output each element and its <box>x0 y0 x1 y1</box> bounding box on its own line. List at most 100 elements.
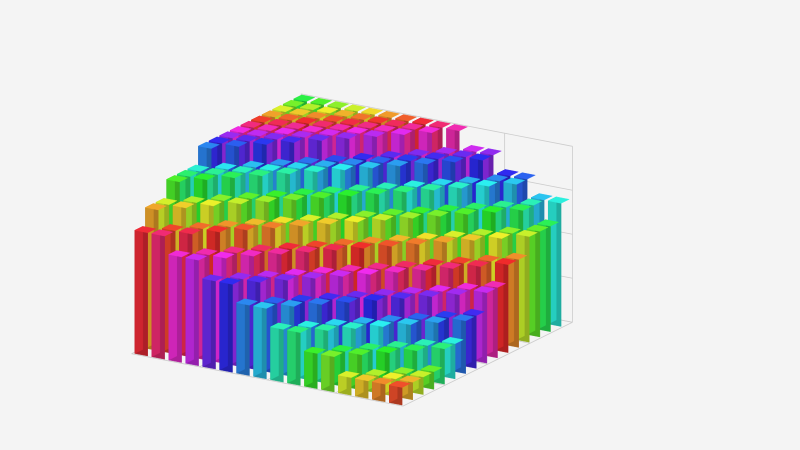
voxel-face-top <box>414 157 437 165</box>
voxel-face-top <box>316 217 339 225</box>
voxel-face-top <box>314 324 337 331</box>
voxel-face-top <box>250 115 273 123</box>
voxel-face-top <box>458 176 481 184</box>
voxel-face-top <box>375 182 399 190</box>
voxel-face-top <box>526 224 549 232</box>
voxel-face-top <box>382 372 405 380</box>
voxel-face-top <box>240 249 263 257</box>
voxel-face-top <box>189 222 212 230</box>
voxel-face-top <box>305 111 329 119</box>
voxel-face-top <box>371 377 394 385</box>
voxel-face-top <box>297 320 320 328</box>
voxel-face-top <box>365 369 388 376</box>
voxel-face-top <box>168 250 191 258</box>
voxel-face-top <box>299 214 322 222</box>
voxel-face-top <box>369 320 392 327</box>
voxel-face-top <box>218 131 242 139</box>
voxel-face-top <box>346 126 369 134</box>
voxel-face-top <box>441 337 464 344</box>
voxel-face-top <box>445 288 469 295</box>
voxel-face-top <box>210 194 233 201</box>
voxel-face-top <box>291 294 314 302</box>
voxel-face-top <box>358 161 382 169</box>
voxel-face-top <box>496 169 519 177</box>
voxel-face-top <box>214 162 237 170</box>
voxel-face-top <box>484 280 507 288</box>
voxel-face-top <box>352 316 375 324</box>
voxel-face-top <box>435 310 458 318</box>
voxel-face-top <box>471 228 494 236</box>
voxel-face-top <box>384 119 407 127</box>
voxel-face-top <box>430 178 454 186</box>
voxel-face-top <box>473 286 496 293</box>
voxel-face-top <box>377 111 401 118</box>
voxel-face-top <box>363 293 386 301</box>
voxel-face-top <box>386 340 409 348</box>
voxel-face-top <box>242 160 265 168</box>
voxel-face-top <box>227 197 250 205</box>
voxel-face-top <box>252 137 276 145</box>
voxel-face-top <box>208 136 231 144</box>
voxel-face-top <box>274 273 297 281</box>
voxel-face-top <box>390 291 413 299</box>
voxel-face-top <box>301 271 324 279</box>
voxel-face-top <box>388 234 411 242</box>
voxel-face-top <box>161 224 184 232</box>
voxel-face-top <box>411 117 435 125</box>
voxel-face-front <box>151 229 161 358</box>
voxel-face-top <box>384 265 407 273</box>
voxel-face-top <box>405 237 428 245</box>
voxel-face-top <box>380 314 403 322</box>
voxel-face-top <box>299 103 322 111</box>
voxel-face-top <box>464 202 488 210</box>
voxel-face-top <box>367 262 390 270</box>
voxel-face-top <box>151 229 174 237</box>
voxel-face-top <box>373 288 396 296</box>
voxel-face-top <box>291 130 314 138</box>
voxel-face-top <box>341 158 365 166</box>
voxel-face-top <box>278 113 301 121</box>
voxel-face-top <box>225 139 248 147</box>
voxel-face-top <box>486 174 509 182</box>
voxel-face-top <box>433 235 456 243</box>
voxel-face-top <box>240 120 263 128</box>
voxel-face-top <box>193 173 216 181</box>
voxel-face-top <box>530 193 553 201</box>
voxel-face-front <box>202 274 211 367</box>
voxel-face-top <box>414 338 437 346</box>
voxel-face-top <box>452 150 475 158</box>
voxel-face-top <box>441 155 464 163</box>
voxel-face-top <box>329 123 352 131</box>
voxel-face-top <box>547 196 570 204</box>
voxel-face-top <box>418 290 441 297</box>
voxel-face-top <box>513 172 536 180</box>
voxel-face-top <box>265 190 288 198</box>
voxel-face-top <box>498 226 522 234</box>
voxel-face-top <box>308 134 331 141</box>
voxel-face-top <box>233 223 257 231</box>
voxel-face-top <box>350 113 373 120</box>
voxel-face-top <box>303 165 326 173</box>
voxel-face-top <box>288 219 312 227</box>
voxel-face-top <box>365 187 388 195</box>
voxel-face-front <box>270 322 279 380</box>
voxel-face-front <box>236 298 245 374</box>
voxel-face-top <box>456 282 479 290</box>
voxel-face-top <box>172 201 195 209</box>
voxel-face-top <box>303 346 327 354</box>
voxel-face-top <box>320 350 343 357</box>
voxel-face-top <box>284 122 307 130</box>
voxel-face-top <box>356 267 380 275</box>
voxel-face-top <box>520 198 543 206</box>
voxel-face-top <box>288 108 312 116</box>
voxel-face-top <box>431 342 454 350</box>
voxel-face-top <box>212 251 235 259</box>
voxel-face-top <box>195 248 218 256</box>
voxel-face-top <box>373 124 396 132</box>
voxel-face-top <box>316 106 339 114</box>
voxel-face-top <box>305 240 329 248</box>
voxel-face-top <box>229 126 252 134</box>
voxel-face-top <box>475 179 498 187</box>
voxel-face-top <box>397 318 420 325</box>
voxel-face-top <box>488 231 511 239</box>
